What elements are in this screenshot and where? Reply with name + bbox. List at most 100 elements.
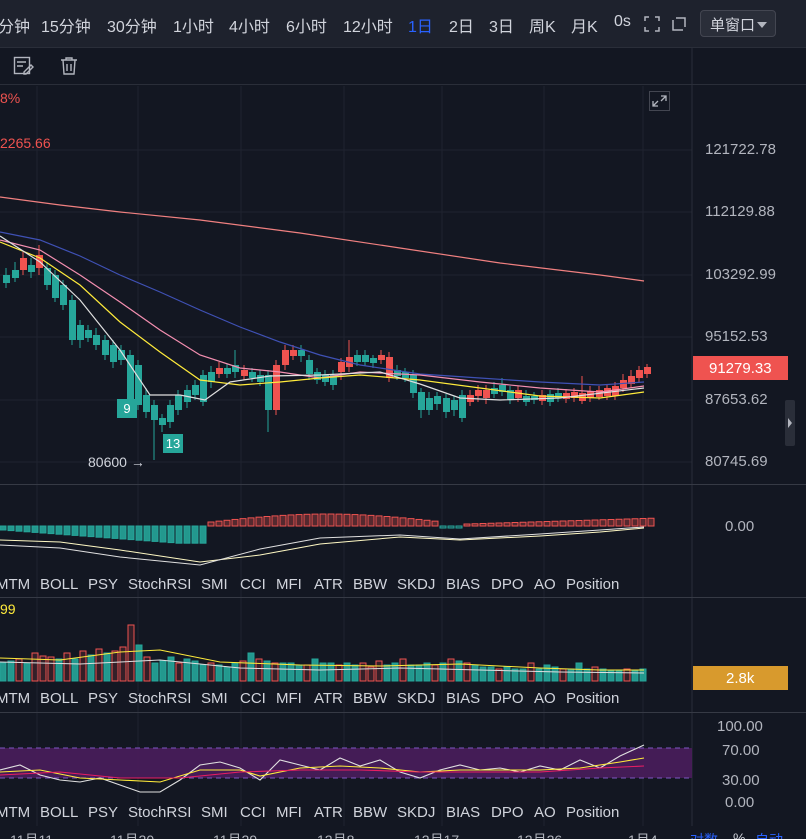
- tab-bbw[interactable]: BBW: [353, 576, 388, 593]
- candle-body: [192, 385, 199, 395]
- candle-body: [151, 405, 158, 420]
- volume-bar: [447, 658, 455, 682]
- pane-separator[interactable]: [0, 597, 806, 598]
- tab-atr[interactable]: ATR: [314, 804, 343, 821]
- tab-bias[interactable]: BIAS: [446, 804, 481, 821]
- tab-skdj[interactable]: SKDJ: [397, 690, 436, 707]
- timeframe-30m[interactable]: 30分钟: [107, 19, 157, 36]
- timeframe-12h[interactable]: 12小时: [343, 19, 393, 36]
- tab-position[interactable]: Position: [566, 804, 620, 821]
- popout-icon[interactable]: [670, 12, 690, 34]
- macd-bar: [639, 518, 647, 527]
- volume-bar: [111, 650, 119, 682]
- timeframe-4h[interactable]: 4小时: [229, 19, 270, 36]
- macd-bar: [495, 522, 503, 527]
- tab-ao[interactable]: AO: [534, 576, 556, 593]
- macd-bar: [615, 518, 623, 527]
- tab-dpo[interactable]: DPO: [491, 576, 524, 593]
- tab-smi[interactable]: SMI: [201, 804, 228, 821]
- timeframe-6h[interactable]: 6小时: [286, 19, 327, 36]
- candle-body: [378, 355, 385, 360]
- trash-icon[interactable]: [59, 56, 79, 81]
- volume-bar: [415, 664, 423, 682]
- timeframe-week[interactable]: 周K: [529, 19, 556, 36]
- tab-mtm[interactable]: MTM: [0, 576, 31, 593]
- edit-note-icon[interactable]: [13, 56, 35, 81]
- tab-dpo[interactable]: DPO: [491, 804, 524, 821]
- tab-position[interactable]: Position: [566, 690, 620, 707]
- tab-bbw[interactable]: BBW: [353, 804, 388, 821]
- ma-value: 2265.66: [0, 135, 51, 151]
- volume-bar: [119, 646, 127, 682]
- pane-separator[interactable]: [0, 484, 806, 485]
- tab-ao[interactable]: AO: [534, 690, 556, 707]
- timeframe-3d[interactable]: 3日: [489, 19, 514, 36]
- tab-cci[interactable]: CCI: [240, 576, 266, 593]
- tab-mfi[interactable]: MFI: [276, 576, 302, 593]
- volume-bar: [487, 666, 495, 682]
- tab-mtm[interactable]: MTM: [0, 690, 31, 707]
- auto-scale-button[interactable]: 自动: [755, 830, 783, 839]
- macd-bar: [207, 521, 215, 527]
- tab-bias[interactable]: BIAS: [446, 576, 481, 593]
- tab-mfi[interactable]: MFI: [276, 804, 302, 821]
- volume-bar: [527, 662, 535, 682]
- tab-atr[interactable]: ATR: [314, 576, 343, 593]
- side-panel-handle[interactable]: [785, 400, 795, 446]
- macd-bar: [519, 521, 527, 527]
- tab-boll[interactable]: BOLL: [40, 690, 79, 707]
- timeframe-1d[interactable]: 1日: [408, 19, 433, 36]
- macd-bar: [623, 518, 631, 527]
- candle-body: [338, 362, 345, 372]
- tab-psy[interactable]: PSY: [88, 804, 119, 821]
- tab-atr[interactable]: ATR: [314, 690, 343, 707]
- timeframe-1m[interactable]: 分钟: [0, 19, 31, 36]
- expand-icon[interactable]: [649, 91, 670, 116]
- candle-body: [224, 368, 231, 374]
- candle-body: [200, 375, 207, 402]
- tab-boll[interactable]: BOLL: [40, 804, 79, 821]
- window-mode-dropdown[interactable]: 单窗口: [700, 10, 776, 37]
- tab-mfi[interactable]: MFI: [276, 690, 302, 707]
- tab-dpo[interactable]: DPO: [491, 690, 524, 707]
- volume-bar: [367, 666, 375, 682]
- log-scale-button[interactable]: 对数: [690, 830, 718, 839]
- tab-stochrsi[interactable]: StochRSI: [128, 576, 192, 593]
- volume-bar: [103, 652, 111, 682]
- tab-bbw[interactable]: BBW: [353, 690, 388, 707]
- macd-bar: [431, 520, 439, 527]
- tab-smi[interactable]: SMI: [201, 576, 228, 593]
- tab-cci[interactable]: CCI: [240, 690, 266, 707]
- tab-boll[interactable]: BOLL: [40, 576, 79, 593]
- timeframe-1h[interactable]: 1小时: [173, 19, 214, 36]
- tab-skdj[interactable]: SKDJ: [397, 804, 436, 821]
- candle-body: [330, 375, 337, 385]
- volume-bar: [591, 666, 599, 682]
- date-axis: 11月11 11月20 11月29 12月8 12月17 12月26 1月4 对…: [0, 826, 806, 839]
- volume-bar: [143, 656, 151, 682]
- rsi-line-yellow: [0, 757, 645, 783]
- tab-mtm[interactable]: MTM: [0, 804, 31, 821]
- fullscreen-icon[interactable]: [643, 12, 663, 34]
- candle-body: [167, 405, 174, 422]
- rsi-line-pink: [0, 765, 645, 779]
- timeframe-15m[interactable]: 15分钟: [41, 19, 91, 36]
- pane-separator[interactable]: [0, 712, 806, 713]
- timeframe-month[interactable]: 月K: [571, 19, 598, 36]
- tab-skdj[interactable]: SKDJ: [397, 576, 436, 593]
- tab-cci[interactable]: CCI: [240, 804, 266, 821]
- volume-bar: [599, 668, 607, 682]
- timeframe-0s[interactable]: 0s: [614, 13, 631, 30]
- tab-psy[interactable]: PSY: [88, 576, 119, 593]
- rsi-axis-label: 30.00: [722, 772, 760, 789]
- tab-psy[interactable]: PSY: [88, 690, 119, 707]
- tab-stochrsi[interactable]: StochRSI: [128, 804, 192, 821]
- timeframe-2d[interactable]: 2日: [449, 19, 474, 36]
- tab-bias[interactable]: BIAS: [446, 690, 481, 707]
- tab-stochrsi[interactable]: StochRSI: [128, 690, 192, 707]
- tab-position[interactable]: Position: [566, 576, 620, 593]
- tab-ao[interactable]: AO: [534, 804, 556, 821]
- percent-scale-button[interactable]: %: [733, 830, 746, 839]
- tab-smi[interactable]: SMI: [201, 690, 228, 707]
